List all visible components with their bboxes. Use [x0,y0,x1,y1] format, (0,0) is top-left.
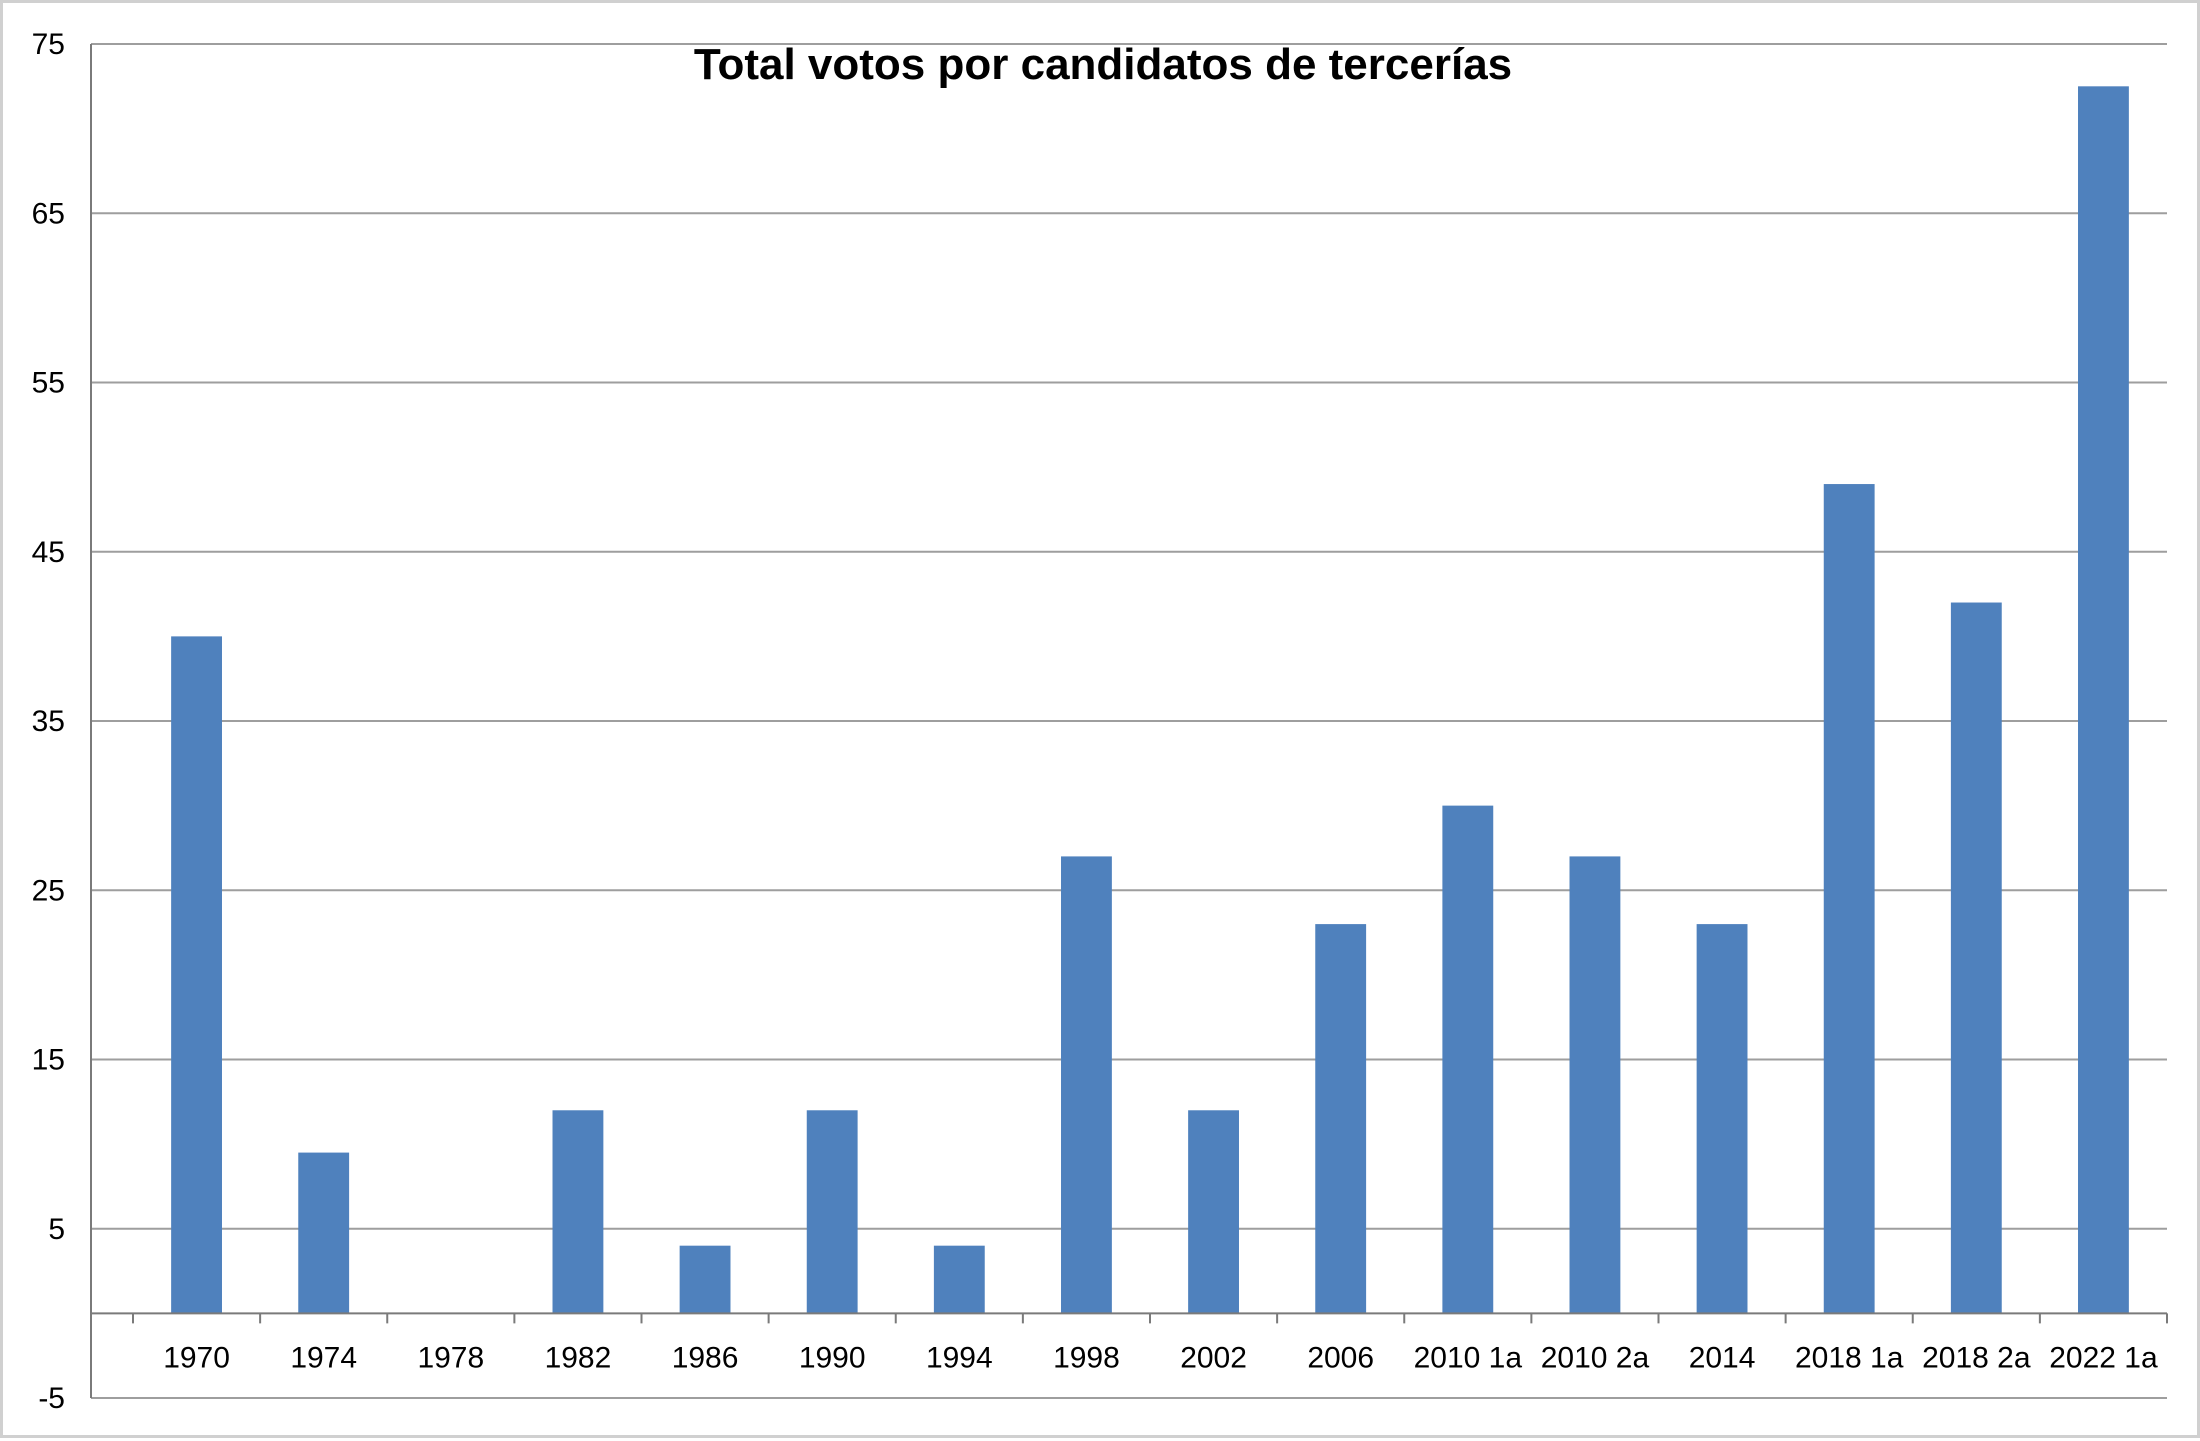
x-tick-label: 1998 [1053,1341,1120,1374]
x-tick-label: 2022 1a [2049,1341,2158,1374]
x-tick-label: 2006 [1307,1341,1374,1374]
x-tick-label: 2018 2a [1922,1341,2031,1374]
y-tick-label: 25 [32,874,65,907]
bar [933,1245,985,1314]
bar [1315,924,1367,1314]
y-tick-label: -5 [38,1382,65,1415]
bar [806,1110,858,1314]
y-axis-ticks: -5 5 15 25 35 45 55 65 75 [32,28,65,1415]
bar [1188,1110,1239,1314]
x-tick-label: 1986 [672,1341,739,1374]
y-tick-label: 55 [32,367,65,400]
bars [171,86,2129,1314]
bar [298,1152,350,1314]
y-tick-label: 35 [32,705,65,738]
y-tick-label: 5 [48,1213,65,1246]
x-tick-label: 1994 [926,1341,993,1374]
bar [1823,484,1875,1314]
x-tick-label: 2014 [1689,1341,1756,1374]
bar [1950,602,2002,1314]
x-tick-label: 2010 1a [1414,1341,1523,1374]
y-tick-label: 75 [32,28,65,61]
bar [1061,856,1112,1314]
bar [1442,805,1494,1314]
bar [171,636,222,1314]
gridlines [91,43,2167,1399]
x-tick-label: 1978 [417,1341,484,1374]
x-axis-ticks: 1970 1974 1978 1982 1986 1990 1994 1998 2002 2006… [163,1341,2158,1374]
y-tick-label: 65 [32,197,65,230]
bar [2078,86,2129,1314]
x-tick-label: 2002 [1180,1341,1247,1374]
x-tick-label: 1974 [290,1341,357,1374]
y-tick-label: 15 [32,1044,65,1077]
x-tick-label: 2010 2a [1541,1341,1650,1374]
bar [1569,856,1621,1314]
y-tick-label: 45 [32,536,65,569]
x-tick-label: 1970 [163,1341,230,1374]
x-tick-label: 1990 [799,1341,866,1374]
x-tick-label: 1982 [545,1341,612,1374]
bar [679,1245,731,1314]
bar [552,1110,604,1314]
x-tick-label: 2018 1a [1795,1341,1904,1374]
bar [1696,924,1748,1314]
chart-title: Total votos por candidatos de tercerías [694,40,1512,89]
x-axis [90,44,2168,1398]
